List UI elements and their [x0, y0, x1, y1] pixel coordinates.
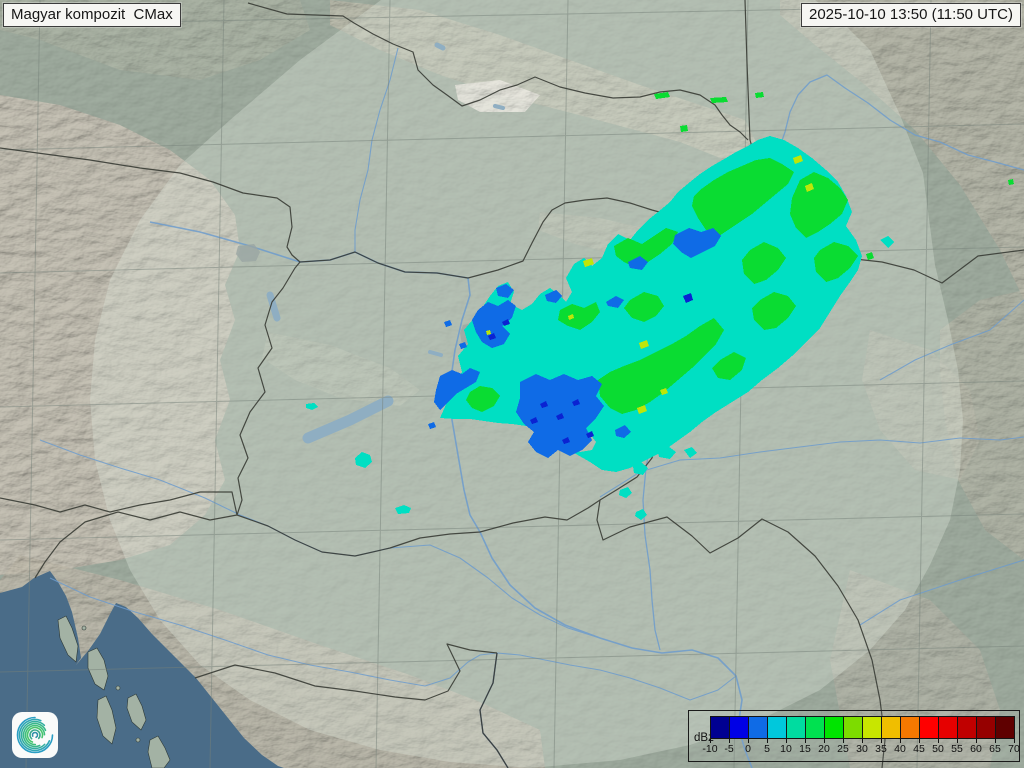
legend-tick-label: 55 — [951, 743, 963, 755]
lake-orava — [434, 42, 446, 51]
river-somes — [879, 299, 1024, 381]
lakes — [266, 42, 505, 444]
legend-cell — [806, 717, 825, 738]
timestamp-label: 2025-10-10 13:50 (11:50 UTC) — [800, 3, 1021, 27]
legend-tick — [995, 738, 996, 743]
lake-velence — [428, 350, 443, 357]
legend-tick-label: 25 — [837, 743, 849, 755]
legend-cell — [958, 717, 977, 738]
legend-tick — [767, 738, 768, 743]
legend-tick-label: 70 — [1008, 743, 1020, 755]
legend-tick-label: 60 — [970, 743, 982, 755]
legend-tick-label: 10 — [780, 743, 792, 755]
legend-cell — [711, 717, 730, 738]
lake-balaton — [302, 395, 394, 444]
met-service-spiral-logo — [12, 712, 58, 758]
lake-liptov — [493, 104, 505, 110]
legend-cell — [996, 717, 1014, 738]
legend-color-bar — [710, 716, 1015, 739]
vienna-area — [236, 244, 260, 262]
legend-cell — [863, 717, 882, 738]
legend-tick — [710, 738, 711, 743]
legend-tick-label: 35 — [875, 743, 887, 755]
legend-tick-label: 50 — [932, 743, 944, 755]
radar-echoes — [306, 92, 1014, 520]
border-pl-ua — [744, 0, 751, 141]
legend-tick-label: 15 — [799, 743, 811, 755]
legend-cell — [825, 717, 844, 738]
legend-tick-label: 30 — [856, 743, 868, 755]
adriatic-islands — [57, 615, 171, 768]
lake-neusiedl — [266, 291, 281, 322]
legend-tick — [805, 738, 806, 743]
legend-cell — [920, 717, 939, 738]
legend-tick-label: 0 — [745, 743, 751, 755]
dbz-legend: dBz -10 -5 0 5 10 15 20 25 30 35 40 45 50 55 60 65 70 — [688, 710, 1020, 762]
legend-tick-label: 40 — [894, 743, 906, 755]
border-at-si-it — [0, 491, 238, 516]
border-hr-ba — [194, 643, 498, 701]
legend-tick — [957, 738, 958, 743]
legend-tick — [900, 738, 901, 743]
border-cz-sk — [247, 2, 749, 141]
river-maros — [599, 436, 1024, 498]
legend-tick-label: 5 — [764, 743, 770, 755]
legend-cell — [787, 717, 806, 738]
legend-cell — [901, 717, 920, 738]
legend-tick — [938, 738, 939, 743]
border-cz-at — [0, 147, 301, 263]
river-sava — [49, 577, 737, 701]
legend-tick — [919, 738, 920, 743]
echo-layer-green — [466, 92, 1014, 432]
legend-tick — [843, 738, 844, 743]
legend-tick — [976, 738, 977, 743]
legend-tick — [824, 738, 825, 743]
legend-tick — [748, 738, 749, 743]
legend-tick — [862, 738, 863, 743]
legend-cell — [768, 717, 787, 738]
legend-cell — [977, 717, 996, 738]
legend-unit-label: dBz — [694, 732, 714, 744]
border-si-hr — [34, 511, 238, 579]
legend-tick-label: -10 — [702, 743, 718, 755]
legend-tick-label: 45 — [913, 743, 925, 755]
legend-tick — [729, 738, 730, 743]
legend-tick — [881, 738, 882, 743]
legend-cell — [749, 717, 768, 738]
adriatic-sea — [0, 571, 284, 768]
legend-tick — [786, 738, 787, 743]
legend-cell — [844, 717, 863, 738]
legend-tick-label: 20 — [818, 743, 830, 755]
product-label: Magyar kompozit CMax — [3, 3, 181, 27]
border-rs-ba — [479, 652, 509, 768]
river-olt — [859, 559, 1024, 626]
legend-cell — [939, 717, 958, 738]
legend-cell — [882, 717, 901, 738]
legend-tick-label: 65 — [989, 743, 1001, 755]
border-rs-ro — [596, 499, 886, 768]
legend-cell — [730, 717, 749, 738]
legend-tick-label: -5 — [724, 743, 734, 755]
legend-tick — [1014, 738, 1015, 743]
